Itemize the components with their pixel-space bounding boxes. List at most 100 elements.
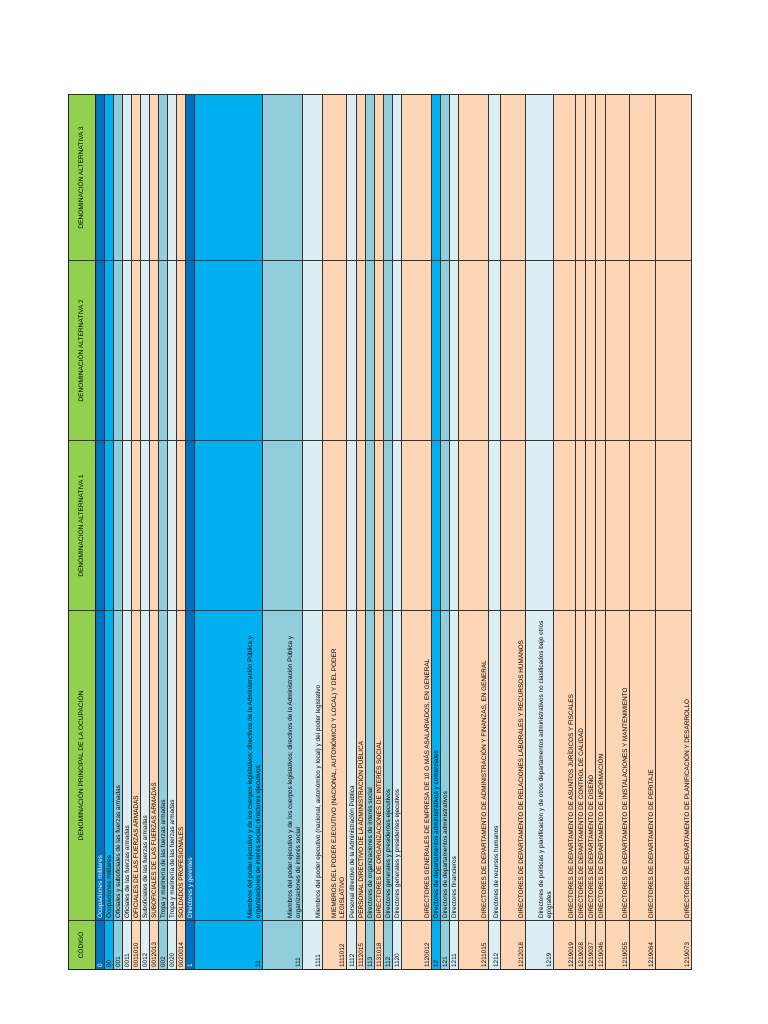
alt-cell	[150, 260, 159, 440]
alt-cell	[402, 260, 432, 440]
name-cell: DIRECTORES DE DEPARTAMENTO DE PLANIFICAC…	[656, 610, 692, 920]
code-cell: 001	[114, 920, 123, 970]
alt-cell	[606, 260, 630, 440]
name-cell: Directores financieros	[450, 610, 459, 920]
table-row: 1112015 PERSONAL DIRECTIVO DE LA ADMINIST…	[357, 94, 366, 970]
table-row: 11 Miembros del poder ejecutivo y de los …	[195, 94, 263, 970]
name-cell: Directores de departamentos administrati…	[432, 610, 441, 920]
code-cell: 1112015	[357, 920, 366, 970]
alt-cell	[526, 440, 554, 610]
alt-cell	[357, 260, 366, 440]
alt-cell	[366, 440, 375, 610]
alt-cell	[168, 94, 177, 260]
alt-cell	[432, 440, 441, 610]
name-cell: SOLDADOS PROFESIONALES	[177, 610, 186, 920]
table-row: 113 Directores de organizaciones de inter…	[366, 94, 375, 970]
table-row: 1219037 DIRECTORES DE DEPARTAMENTO DE DIS…	[586, 94, 596, 970]
name-cell: Directores de recursos humanos	[489, 610, 501, 920]
header-row: CÓDIGO DENOMINACIÓN PRINCIPAL DE LA OCUPA…	[68, 94, 96, 970]
table-row: 0011 Oficiales de las fuerzas armadas	[123, 94, 132, 970]
code-cell: 0011010	[132, 920, 141, 970]
alt-cell	[132, 260, 141, 440]
code-cell: 1219019	[554, 920, 576, 970]
code-cell: 113	[366, 920, 375, 970]
alt-cell	[441, 94, 450, 260]
table-row: 1120 Directores generales y presidentes e…	[393, 94, 402, 970]
name-cell: OFICIALES DE LAS FUERZAS ARMADAS	[132, 610, 141, 920]
alt-cell	[150, 440, 159, 610]
alt-cell	[159, 94, 168, 260]
name-cell: Tropa y marinería de las fuerzas armadas	[168, 610, 177, 920]
alt-cell	[656, 440, 692, 610]
alt-cell	[159, 440, 168, 610]
alt-cell	[554, 440, 576, 610]
table-row: 111 Miembros del poder ejecutivo y de los…	[263, 94, 303, 970]
alt-cell	[168, 440, 177, 610]
alt-cell	[576, 94, 586, 260]
alt-cell	[432, 260, 441, 440]
alt-cell	[177, 94, 186, 260]
alt-cell	[459, 94, 489, 260]
table-row: 112 Directores generales y presidentes ej…	[384, 94, 393, 970]
table-row: 1131018 DIRECTORES DE ORGANIZACIONES DE I…	[375, 94, 384, 970]
alt-cell	[526, 260, 554, 440]
header-cell: DENOMINACIÓN ALTERNATIVA 2	[69, 260, 96, 440]
code-cell: 1219073	[656, 920, 692, 970]
alt-cell	[489, 94, 501, 260]
name-cell: Tropa y marinería de las fuerzas armadas	[159, 610, 168, 920]
alt-cell	[402, 94, 432, 260]
table-row: 1219046 DIRECTORES DE DEPARTAMENTO DE INF…	[596, 94, 606, 970]
alt-cell	[554, 94, 576, 260]
code-cell: 1212	[489, 920, 501, 970]
name-cell: Directores de departamentos administrati…	[441, 610, 450, 920]
alt-cell	[123, 94, 132, 260]
table-row: 1120012 DIRECTORES GENERALES DE EMPRESA D…	[402, 94, 432, 970]
alt-cell	[450, 440, 459, 610]
code-cell: 1219046	[596, 920, 606, 970]
alt-cell	[586, 94, 596, 260]
alt-cell	[554, 260, 576, 440]
name-cell: Ocupaciones militares	[96, 610, 105, 920]
name-cell: Directores de organizaciones de interés …	[366, 610, 375, 920]
alt-cell	[323, 94, 347, 260]
name-cell: SUBOFICIALES DE LAS FUERZAS ARMADAS	[150, 610, 159, 920]
alt-cell	[402, 440, 432, 610]
alt-cell	[366, 260, 375, 440]
alt-cell	[303, 260, 323, 440]
alt-cell	[347, 440, 357, 610]
alt-cell	[441, 440, 450, 610]
code-cell: 1219064	[630, 920, 656, 970]
header-cell: DENOMINACIÓN PRINCIPAL DE LA OCUPACIÓN	[69, 610, 96, 920]
code-cell: 1219037	[586, 920, 596, 970]
code-cell: 1212018	[501, 920, 526, 970]
alt-cell	[96, 260, 105, 440]
name-cell: Directores generales y presidentes ejecu…	[393, 610, 402, 920]
alt-cell	[347, 94, 357, 260]
code-cell: 111	[263, 920, 303, 970]
code-cell: 1111012	[323, 920, 347, 970]
code-cell: 0020014	[177, 920, 186, 970]
name-cell: Miembros del poder ejecutivo (nacional, …	[303, 610, 323, 920]
name-cell: Miembros del poder ejecutivo y de los cu…	[263, 610, 303, 920]
alt-cell	[186, 260, 195, 440]
code-cell: 1219	[526, 920, 554, 970]
name-cell: Miembros del poder ejecutivo y de los cu…	[195, 610, 263, 920]
alt-cell	[263, 440, 303, 610]
code-cell: 0020	[168, 920, 177, 970]
name-cell: DIRECTORES DE ORGANIZACIONES DE INTERÉS …	[375, 610, 384, 920]
table-row: 0020 Tropa y marinería de las fuerzas arm…	[168, 94, 177, 970]
name-cell: Directores y gerentes	[186, 610, 195, 920]
name-cell: DIRECTORES DE DEPARTAMENTO DE ADMINISTRA…	[459, 610, 489, 920]
code-cell: 1120	[393, 920, 402, 970]
code-cell: 1211015	[459, 920, 489, 970]
table-row: 1212018 DIRECTORES DE DEPARTAMENTO DE REL…	[501, 94, 526, 970]
table-row: 0020014 SOLDADOS PROFESIONALES	[177, 94, 186, 970]
alt-cell	[114, 440, 123, 610]
name-cell: DIRECTORES DE DEPARTAMENTO DE DISEÑO	[586, 610, 596, 920]
alt-cell	[177, 440, 186, 610]
name-cell: DIRECTORES DE DEPARTAMENTO DE ASUNTOS JU…	[554, 610, 576, 920]
alt-cell	[195, 440, 263, 610]
code-cell: 1211	[450, 920, 459, 970]
alt-cell	[168, 260, 177, 440]
